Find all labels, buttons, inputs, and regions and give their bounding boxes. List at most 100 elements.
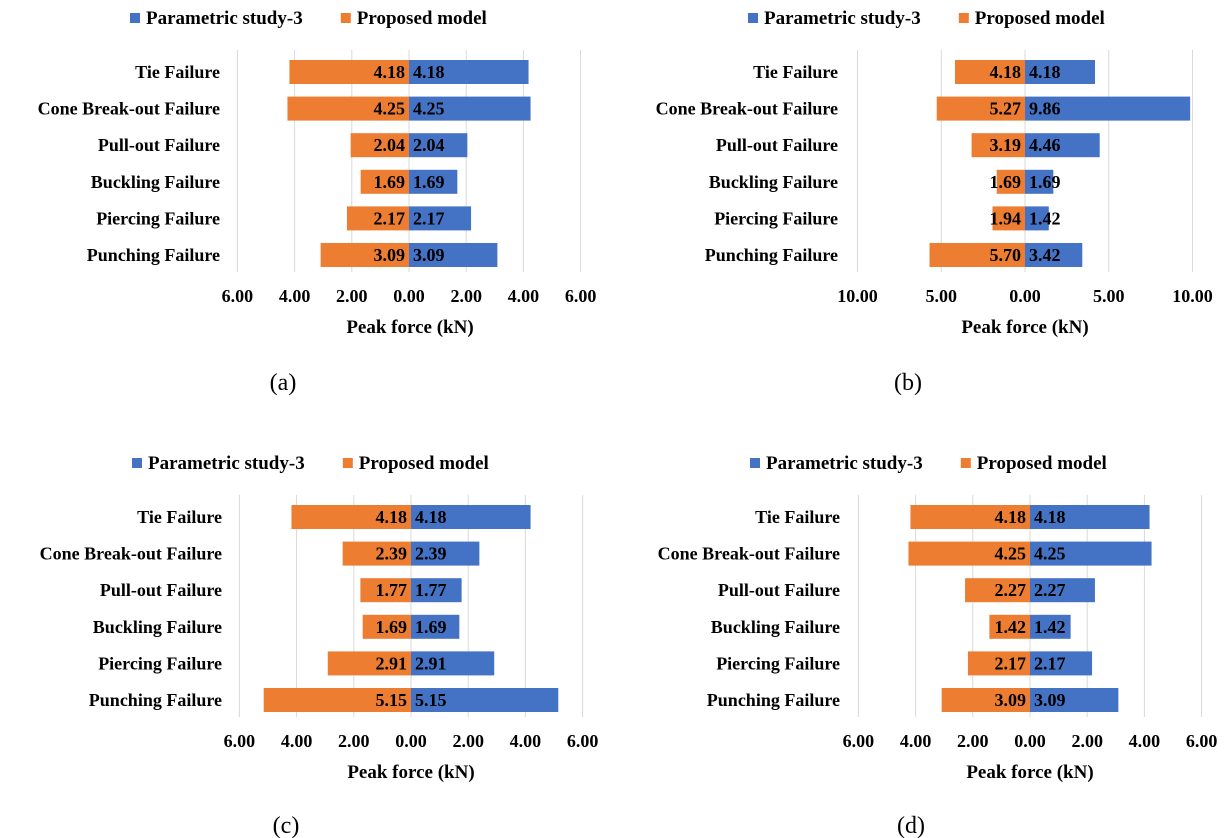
bar-proposed	[350, 133, 409, 158]
bar-row: Tie Failure 4.18 4.18	[135, 60, 529, 84]
x-axis-title: Peak force (kN)	[966, 762, 1093, 783]
bar-study	[409, 206, 472, 231]
data-label-study: 2.04	[413, 135, 445, 155]
bar-study	[1030, 541, 1152, 566]
bar-proposed	[967, 651, 1030, 676]
chart-panel-b: Parametric study-3 Proposed model Tie Fail…	[656, 8, 1213, 396]
category-label: Pull-out Failure	[98, 135, 220, 155]
bar-study	[1030, 578, 1095, 603]
bar-study	[411, 505, 531, 529]
legend-label: Parametric study-3	[766, 453, 923, 474]
category-label: Tie Failure	[753, 62, 838, 82]
bar-proposed	[287, 96, 409, 121]
data-label-proposed: 5.70	[990, 245, 1022, 265]
bar-study	[411, 578, 462, 603]
category-label: Piercing Failure	[716, 653, 840, 673]
data-label-study: 1.69	[415, 617, 447, 637]
bar-proposed	[362, 614, 411, 639]
x-axis-title: Peak force (kN)	[347, 762, 474, 783]
category-label: Pull-out Failure	[100, 580, 222, 600]
bar-row: Cone Break-out Failure 4.25 4.25	[38, 96, 531, 121]
bar-study	[411, 541, 480, 566]
bar-proposed	[941, 688, 1030, 712]
category-label: Cone Break-out Failure	[658, 544, 840, 564]
bar-proposed	[910, 505, 1030, 529]
data-label-study: 9.86	[1029, 99, 1061, 119]
category-label: Buckling Failure	[93, 617, 222, 637]
bar-proposed	[263, 688, 411, 712]
data-label-proposed: 3.09	[374, 245, 406, 265]
gridlines	[238, 495, 584, 717]
category-label: Pull-out Failure	[716, 135, 838, 155]
x-tick-label: 4.00	[900, 731, 932, 751]
category-label: Tie Failure	[755, 507, 840, 527]
data-label-proposed: 4.18	[376, 507, 408, 527]
legend-label: Parametric study-3	[764, 8, 921, 29]
x-axis-title: Peak force (kN)	[961, 317, 1088, 338]
data-label-study: 2.39	[415, 544, 447, 564]
bar-study	[1025, 133, 1100, 158]
chart-panel-d: Parametric study-3 Proposed model Tie Fail…	[658, 453, 1218, 838]
panel-caption: (c)	[273, 813, 300, 838]
category-label: Tie Failure	[137, 507, 222, 527]
x-tick-label: 4.00	[279, 286, 311, 306]
x-tick-labels: 10.00 5.00 0.00 5.00 10.00	[837, 286, 1213, 306]
bar-proposed	[971, 133, 1025, 158]
bar-row: Pull-out Failure 1.77 1.77	[100, 578, 462, 603]
bar-study	[1025, 169, 1054, 194]
legend: Parametric study-3 Proposed model	[132, 453, 489, 474]
x-tick-label: 2.00	[1071, 731, 1103, 751]
bar-proposed	[289, 60, 409, 84]
data-label-proposed: 4.18	[374, 62, 406, 82]
x-tick-label: 6.00	[224, 731, 256, 751]
x-axis-title: Peak force (kN)	[346, 317, 473, 338]
category-label: Buckling Failure	[711, 617, 840, 637]
gridlines	[236, 50, 582, 272]
bar-row: Pull-out Failure 3.19 4.46	[716, 133, 1100, 158]
bar-proposed	[291, 505, 411, 529]
bar-proposed	[965, 578, 1030, 603]
category-label: Tie Failure	[135, 62, 220, 82]
data-label-proposed: 5.15	[376, 690, 408, 710]
bar-row: Tie Failure 4.18 4.18	[137, 505, 531, 529]
bar-row: Buckling Failure 1.42 1.42	[711, 614, 1071, 639]
category-label: Piercing Failure	[714, 208, 838, 228]
data-label-study: 1.42	[1029, 208, 1061, 228]
bar-study	[1030, 614, 1071, 639]
legend-swatch	[342, 458, 353, 468]
category-label: Pull-out Failure	[718, 580, 840, 600]
data-label-study: 4.18	[413, 62, 445, 82]
panel-caption: (b)	[894, 370, 922, 396]
bar-row: Piercing Failure 2.91 2.91	[98, 651, 495, 676]
data-label-proposed: 3.19	[990, 135, 1022, 155]
bar-row: Tie Failure 4.18 4.18	[753, 60, 1096, 84]
x-tick-label: 10.00	[837, 286, 878, 306]
data-label-proposed: 1.69	[376, 617, 408, 637]
bar-study	[1030, 651, 1093, 676]
data-label-study: 4.46	[1029, 135, 1061, 155]
legend-label: Proposed model	[977, 453, 1107, 474]
category-label: Cone Break-out Failure	[40, 544, 222, 564]
bar-proposed	[327, 651, 411, 676]
bar-row: Piercing Failure 2.17 2.17	[716, 651, 1093, 676]
data-label-proposed: 2.39	[376, 544, 408, 564]
legend-label: Proposed model	[357, 8, 487, 29]
bar-proposed	[908, 541, 1030, 566]
bar-study	[1025, 243, 1083, 267]
data-label-study: 4.18	[1029, 62, 1061, 82]
x-tick-label: 6.00	[1186, 731, 1218, 751]
x-tick-label: 6.00	[565, 286, 597, 306]
bar-study	[1025, 96, 1191, 121]
data-label-study: 4.18	[1034, 507, 1066, 527]
bar-proposed	[346, 206, 409, 231]
legend-swatch	[750, 458, 760, 468]
data-label-proposed: 5.27	[990, 99, 1022, 119]
bar-row: Buckling Failure 1.69 1.69	[709, 169, 1061, 194]
legend-label: Proposed model	[975, 8, 1105, 29]
legend-label: Proposed model	[359, 453, 489, 474]
category-label: Punching Failure	[707, 690, 840, 710]
data-label-study: 1.69	[1029, 172, 1061, 192]
bar-proposed	[320, 243, 409, 267]
x-tick-label: 0.00	[393, 286, 425, 306]
